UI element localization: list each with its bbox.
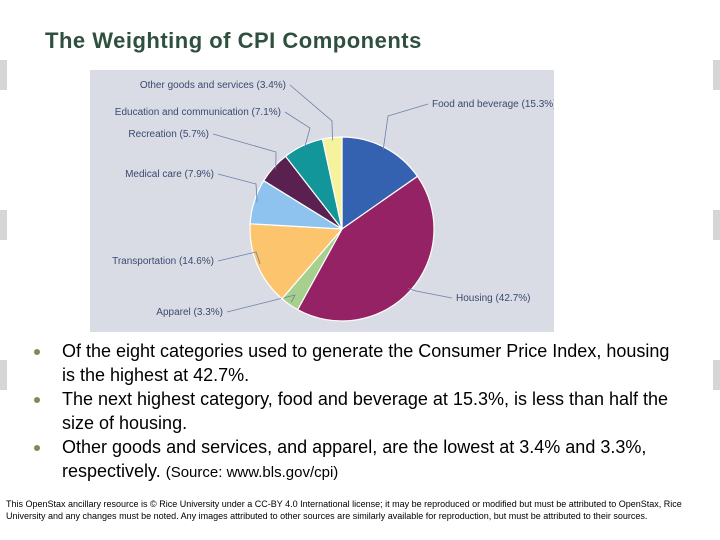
slice-label: Education and communication (7.1%) xyxy=(115,107,281,118)
bullet-item: Other goods and services, and apparel, a… xyxy=(34,435,674,485)
license-footer: This OpenStax ancillary resource is © Ri… xyxy=(6,499,682,521)
leader-line xyxy=(226,294,296,313)
leader-line xyxy=(217,173,258,203)
slice-label: Medical care (7.9%) xyxy=(125,169,214,180)
slice-label: Recreation (5.7%) xyxy=(128,129,209,140)
slice-label: Other goods and services (3.4%) xyxy=(140,80,286,91)
leader-line xyxy=(408,288,453,299)
source-citation: (Source: www.bls.gov/cpi) xyxy=(165,464,339,481)
bullet-text: Other goods and services, and apparel, a… xyxy=(62,437,647,481)
edge-stripe xyxy=(0,210,7,240)
slice-label: Housing (42.7%) xyxy=(456,293,530,304)
bullet-text: The next highest category, food and beve… xyxy=(62,389,669,433)
leader-line xyxy=(284,111,311,149)
edge-stripe xyxy=(713,360,720,390)
leader-line xyxy=(217,251,261,264)
edge-stripe xyxy=(0,360,7,390)
slice-label: Apparel (3.3%) xyxy=(156,307,223,318)
pie-chart-panel: Food and beverage (15.3%) Housing (42.7%)… xyxy=(90,70,554,332)
leader-line xyxy=(382,103,429,151)
pie-slice xyxy=(296,175,435,322)
leader-line xyxy=(212,133,277,170)
edge-stripe xyxy=(0,60,7,90)
pie-chart: Food and beverage (15.3%) Housing (42.7%)… xyxy=(112,80,554,322)
leader-line xyxy=(289,84,333,141)
edge-stripe xyxy=(713,210,720,240)
slide-title: The Weighting of CPI Components xyxy=(45,28,422,53)
pie-slice xyxy=(249,223,344,300)
slice-label: Food and beverage (15.3%) xyxy=(432,99,554,110)
pie-slice xyxy=(341,136,419,231)
slice-label: Transportation (14.6%) xyxy=(112,256,214,267)
bullet-item: Of the eight categories used to generate… xyxy=(34,339,674,387)
bullet-list: Of the eight categories used to generate… xyxy=(34,339,674,485)
edge-stripe xyxy=(713,60,720,90)
bullet-text: Of the eight categories used to generate… xyxy=(62,341,670,385)
bullet-item: The next highest category, food and beve… xyxy=(34,387,674,435)
